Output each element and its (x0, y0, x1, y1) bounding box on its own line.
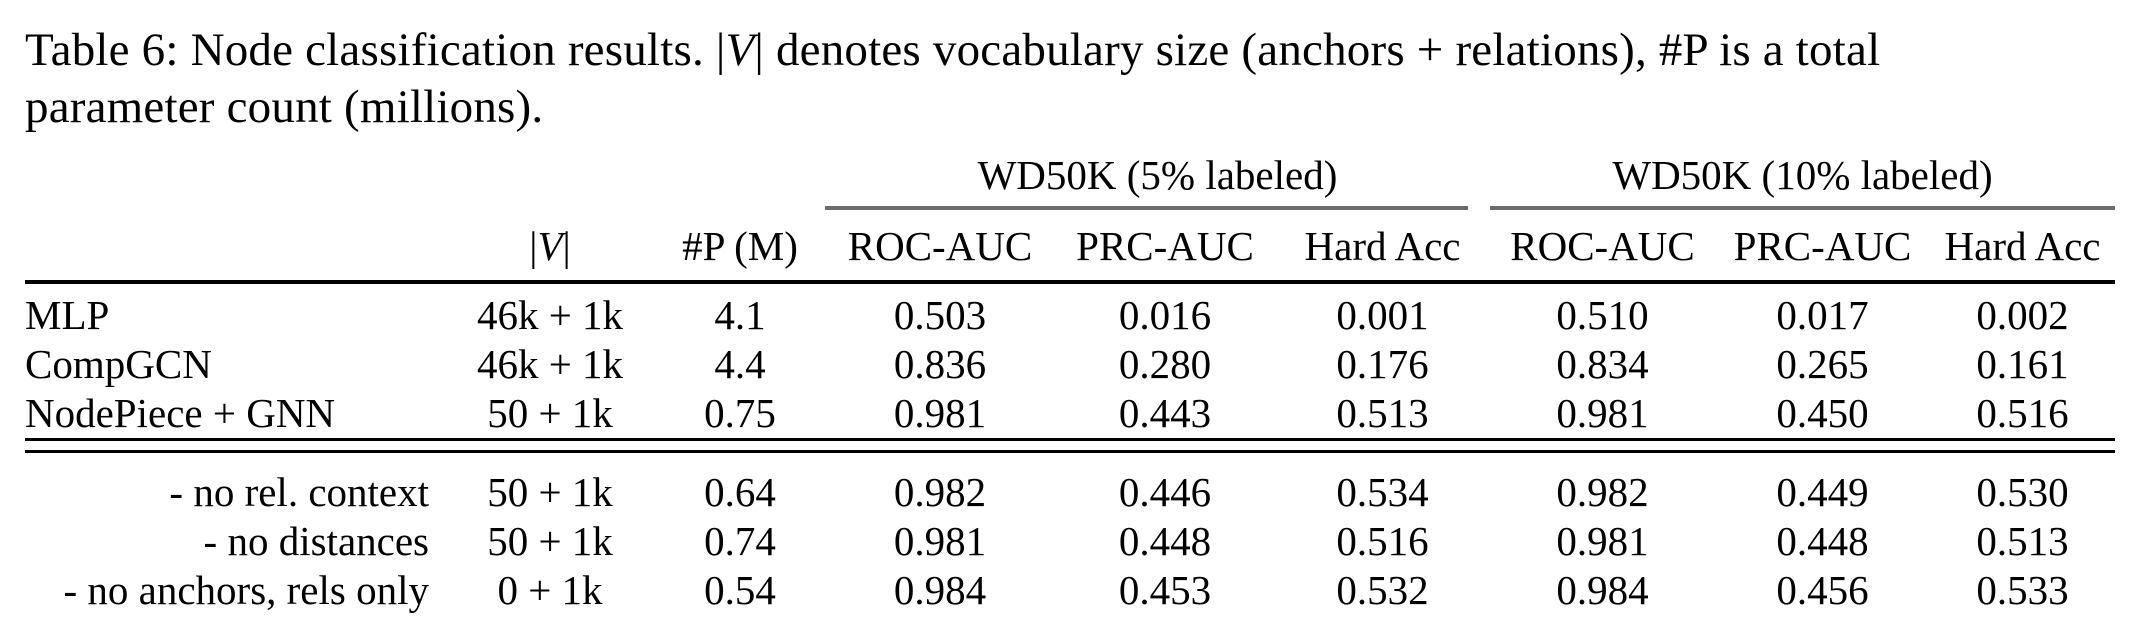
table-cell: 46k + 1k (476, 341, 624, 387)
table-row: - no rel. context 50 + 1k 0.64 0.982 0.4… (25, 452, 2115, 518)
table-cell: 4.1 (714, 292, 766, 338)
caption-text-line2: parameter count (millions). (25, 81, 544, 133)
table-cell: 0.981 (893, 390, 987, 436)
cmidrule-5pct (825, 206, 1468, 210)
table-cell: 0.75 (704, 390, 776, 436)
table-cell: 0.982 (1556, 469, 1649, 515)
cmidrule-10pct (1490, 206, 2116, 210)
table-caption: Table 6: Node classification results. |V… (25, 22, 2128, 136)
table-cell: 0.533 (1976, 567, 2069, 613)
results-table: WD50K (5% labeled) WD50K (10% labeled) |… (25, 150, 2116, 615)
table-cell: 0.981 (1556, 518, 1649, 564)
caption-text-prefix: Table 6: Node classification results. (25, 24, 716, 76)
table-cell: 0.450 (1776, 390, 1869, 436)
table-cell: 0.443 (1118, 390, 1212, 436)
double-rule-separator (25, 438, 2116, 453)
math-bar: | (529, 223, 538, 269)
row-label-no-distances: - no distances (203, 518, 429, 564)
group-header-spacer (25, 150, 825, 210)
paper-page: { "caption": { "prefix": "Table 6: Node … (0, 22, 2148, 630)
table-cell: 4.4 (714, 341, 766, 387)
table-row: - no anchors, rels only 0 + 1k 0.54 0.98… (25, 566, 2115, 615)
group-label-10pct: WD50K (10% labeled) (1612, 152, 1993, 198)
table-cell: 0.453 (1118, 567, 1212, 613)
column-header-hard-acc-5: Hard Acc (1275, 210, 1490, 284)
table-cell: 0.534 (1336, 469, 1429, 515)
column-header-row: |V| #P (M) ROC-AUC PRC-AUC Hard Acc ROC-… (25, 210, 2116, 284)
table-cell: 0.836 (893, 341, 987, 387)
group-header-row: WD50K (5% labeled) WD50K (10% labeled) (25, 150, 2116, 210)
table-cell: 0.280 (1118, 341, 1212, 387)
column-header-hard-acc-10: Hard Acc (1930, 210, 2116, 284)
math-v-symbol: V (537, 223, 563, 269)
table-cell: 0.456 (1776, 567, 1869, 613)
table-cell: 0.016 (1118, 292, 1212, 338)
math-bar: | (715, 24, 726, 76)
table-cell: 0.981 (1556, 390, 1649, 436)
table-cell: 0.64 (704, 469, 776, 515)
table-cell: 0.513 (1976, 518, 2069, 564)
table-row: CompGCN 46k + 1k 4.4 0.836 0.280 0.176 0… (25, 340, 2115, 389)
table-cell: 0 + 1k (497, 567, 603, 613)
column-header-empty (25, 210, 445, 284)
table-row: NodePiece + GNN 50 + 1k 0.75 0.981 0.443… (25, 389, 2115, 440)
table-cell: 0.510 (1556, 292, 1649, 338)
table-cell: 0.176 (1336, 341, 1429, 387)
table-cell: 0.984 (1556, 567, 1649, 613)
table-row: - no distances 50 + 1k 0.74 0.981 0.448 … (25, 517, 2115, 566)
table-cell: 0.161 (1976, 341, 2069, 387)
table-cell: 0.001 (1336, 292, 1429, 338)
table-cell: 0.74 (704, 518, 776, 564)
row-label-no-anchors: - no anchors, rels only (63, 567, 430, 613)
row-label-mlp: MLP (25, 292, 110, 338)
column-header-prc-auc-10: PRC-AUC (1715, 210, 1930, 284)
table-row: MLP 46k + 1k 4.1 0.503 0.016 0.001 0.510… (25, 282, 2115, 340)
table-cell: 0.002 (1976, 292, 2069, 338)
table-cell: 0.448 (1118, 518, 1212, 564)
table-cell: 0.265 (1776, 341, 1869, 387)
column-header-vocab: |V| (445, 210, 655, 284)
table-cell: 0.446 (1118, 469, 1212, 515)
table-cell: 0.017 (1776, 292, 1869, 338)
group-label-5pct: WD50K (5% labeled) (977, 152, 1338, 198)
table-cell: 0.448 (1776, 518, 1869, 564)
table-cell: 50 + 1k (487, 469, 613, 515)
group-header-wd50k-10: WD50K (10% labeled) (1490, 150, 2116, 210)
math-bar: | (754, 24, 764, 76)
row-label-no-rel-context: - no rel. context (169, 469, 429, 515)
table-cell: 0.834 (1556, 341, 1649, 387)
group-header-wd50k-5: WD50K (5% labeled) (825, 150, 1490, 210)
table-cell: 0.532 (1336, 567, 1429, 613)
table-cell: 0.981 (893, 518, 987, 564)
double-rule (25, 438, 2116, 453)
caption-text-suffix: denotes vocabulary size (anchors + relat… (764, 24, 1881, 76)
column-header-prc-auc-5: PRC-AUC (1055, 210, 1275, 284)
row-label-compgcn: CompGCN (25, 341, 212, 387)
table-cell: 0.530 (1976, 469, 2069, 515)
table-cell: 50 + 1k (487, 390, 613, 436)
table-cell: 0.449 (1776, 469, 1869, 515)
table-cell: 0.54 (704, 567, 776, 613)
table-cell: 0.982 (893, 469, 987, 515)
row-label-nodepiece-gnn: NodePiece + GNN (25, 390, 336, 436)
table-cell: 46k + 1k (476, 292, 624, 338)
table-cell: 0.503 (893, 292, 987, 338)
table-cell: 0.516 (1976, 390, 2069, 436)
column-header-roc-auc-10: ROC-AUC (1490, 210, 1715, 284)
table-cell: 50 + 1k (487, 518, 613, 564)
math-bar: | (562, 223, 571, 269)
table-cell: 0.516 (1336, 518, 1429, 564)
table-cell: 0.513 (1336, 390, 1429, 436)
column-header-roc-auc-5: ROC-AUC (825, 210, 1055, 284)
math-v-symbol: V (725, 24, 755, 76)
table-cell: 0.984 (893, 567, 987, 613)
column-header-params: #P (M) (655, 210, 825, 284)
